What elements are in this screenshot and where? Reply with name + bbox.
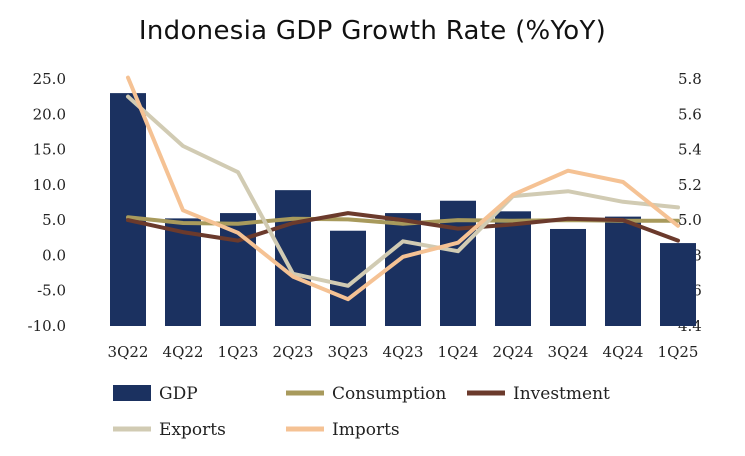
right-axis-tick-label: 5.0 [678,211,702,229]
bar-gdp [605,216,641,326]
x-axis-tick-label: 3Q22 [108,343,149,361]
bar-gdp [660,243,696,326]
chart-title: Indonesia GDP Growth Rate (%YoY) [138,16,607,46]
left-axis-tick-label: 10.0 [33,176,66,194]
left-axis-tick-label: 15.0 [33,141,66,159]
legend-label: GDP [159,384,198,404]
bar-gdp [110,93,146,326]
bar-gdp [165,218,201,326]
bar-gdp [495,211,531,326]
bar-gdp [330,230,366,326]
x-axis-tick-label: 2Q24 [493,343,534,361]
line-exports [126,94,680,288]
left-axis-tick-label: 20.0 [33,105,66,123]
line-imports [126,75,680,302]
legend-label: Imports [332,420,400,440]
x-axis-tick-label: 1Q23 [218,343,259,361]
x-axis-tick-label: 3Q23 [328,343,369,361]
bar-gdp [220,213,256,326]
legend-label: Exports [159,420,226,440]
x-axis-tick-label: 2Q23 [273,343,314,361]
bar-gdp [385,213,421,326]
x-axis-tick-label: 4Q24 [603,343,644,361]
left-axis-tick-label: -10.0 [28,317,66,335]
right-axis-tick-label: 5.8 [678,70,702,88]
bar-gdp [275,190,311,326]
bar-gdp [550,228,586,326]
x-axis-tick-label: 4Q23 [383,343,424,361]
right-axis-tick-label: 5.2 [678,176,702,194]
legend-swatch-gdp [113,385,151,401]
x-axis-tick-label: 1Q24 [438,343,479,361]
x-axis-tick-label: 4Q22 [163,343,204,361]
x-axis-tick-label: 3Q24 [548,343,589,361]
left-axis-tick-label: -5.0 [37,282,66,300]
right-axis-tick-label: 5.6 [678,105,702,123]
left-axis-tick-label: 5.0 [42,211,66,229]
legend-label: Consumption [332,384,446,404]
x-axis-tick-label: 1Q25 [658,343,699,361]
legend-label: Investment [513,384,610,404]
right-axis-tick-label: 5.4 [678,141,702,159]
left-axis-tick-label: 25.0 [33,70,66,88]
left-axis-tick-label: 0.0 [42,246,66,264]
line-investment [126,211,680,243]
